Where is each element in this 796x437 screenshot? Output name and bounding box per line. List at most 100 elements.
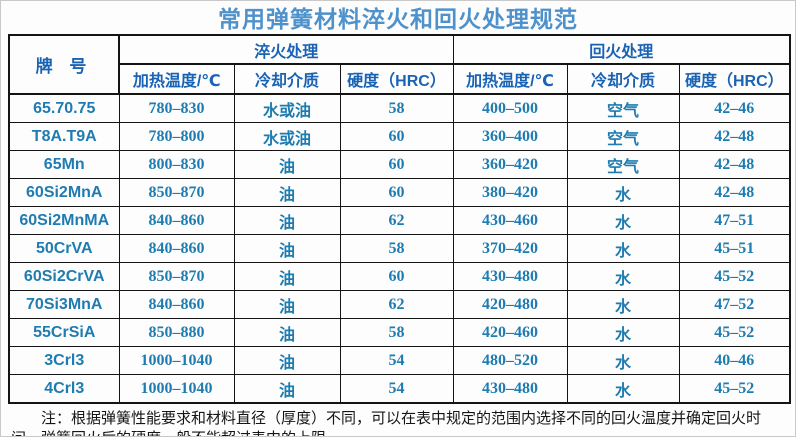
temper-medium-cell: 水 (566, 234, 680, 263)
quench-temp-cell: 840–860 (118, 234, 235, 263)
grade-cell: 3Crl3 (8, 346, 120, 375)
quench-medium-cell: 油 (233, 234, 341, 263)
quench-temp-cell: 850–870 (118, 178, 235, 207)
page-title: 常用弹簧材料淬火和回火处理规范 (218, 6, 578, 32)
quench-temp-cell: 1000–1040 (118, 374, 235, 404)
quench-hardness-cell: 60 (339, 122, 454, 151)
temper-temp-cell: 360–420 (452, 150, 568, 179)
sub-header-temper-temp: 加热温度/℃ (452, 63, 568, 95)
table-row: 65Mn 800–830 油 60 360–420 空气 42–48 (8, 150, 791, 179)
sub-header-quench-hardness: 硬度（HRC） (339, 63, 454, 95)
table-row: 60Si2CrVA 850–870 油 60 430–480 水 45–52 (8, 262, 791, 291)
table-row: 65.70.75 780–830 水或油 58 400–500 空气 42–46 (8, 93, 791, 123)
temper-medium-cell: 空气 (566, 93, 680, 123)
quench-temp-cell: 840–860 (118, 290, 235, 319)
temper-medium-cell: 水 (566, 346, 680, 375)
sub-header-row: 加热温度/℃ 冷却介质 硬度（HRC） 加热温度/℃ 冷却介质 硬度（HRC） (9, 63, 791, 95)
quench-medium-cell: 油 (233, 206, 341, 235)
temper-temp-cell: 380–420 (452, 178, 568, 207)
temper-temp-cell: 400–500 (452, 93, 568, 123)
quench-hardness-cell: 58 (339, 93, 454, 123)
quench-medium-cell: 水或油 (233, 122, 341, 151)
temper-temp-cell: 420–480 (452, 290, 568, 319)
quench-temp-cell: 850–880 (118, 318, 235, 347)
quench-temp-cell: 780–830 (118, 93, 235, 123)
temper-medium-cell: 空气 (566, 122, 680, 151)
quench-medium-cell: 油 (233, 374, 341, 404)
quench-temp-cell: 800–830 (118, 150, 235, 179)
quench-medium-cell: 油 (233, 346, 341, 375)
grade-cell: 60Si2MnMA (8, 206, 120, 235)
temper-hardness-cell: 42–48 (678, 150, 791, 179)
grade-cell: 4Crl3 (8, 374, 120, 404)
quench-hardness-cell: 60 (339, 178, 454, 207)
sub-header-quench-medium: 冷却介质 (233, 63, 341, 95)
temper-hardness-cell: 42–48 (678, 122, 791, 151)
quench-hardness-cell: 54 (339, 346, 454, 375)
table-row: T8A.T9A 780–800 水或油 60 360–400 空气 42–48 (8, 122, 791, 151)
grade-cell: 50CrVA (8, 234, 120, 263)
temper-medium-cell: 水 (566, 178, 680, 207)
temper-hardness-cell: 45–52 (678, 318, 791, 347)
sub-header-temper-medium: 冷却介质 (566, 63, 680, 95)
table-row: 50CrVA 840–860 油 58 370–420 水 45–51 (8, 234, 791, 263)
temper-hardness-cell: 45–51 (678, 234, 791, 263)
footnote: 注：根据弹簧性能要求和材料直径（厚度）不同，可以在表中规定的范围内选择不同的回火… (11, 410, 762, 436)
grade-cell: 65Mn (8, 150, 120, 179)
temper-temp-cell: 430–480 (452, 374, 568, 404)
grade-cell: 65.70.75 (8, 93, 120, 123)
temper-medium-cell: 水 (566, 262, 680, 291)
temper-temp-cell: 480–520 (452, 346, 568, 375)
table-row: 4Crl3 1000–1040 油 54 430–480 水 45–52 (8, 374, 791, 404)
table-row: 60Si2MnA 850–870 油 60 380–420 水 42–48 (8, 178, 791, 207)
temper-temp-cell: 430–480 (452, 262, 568, 291)
grade-cell: 55CrSiA (8, 318, 120, 347)
temper-medium-cell: 水 (566, 318, 680, 347)
sub-header-temper-hardness: 硬度（HRC） (678, 63, 791, 95)
quench-medium-cell: 油 (233, 318, 341, 347)
spec-table: 牌 号 淬火处理 回火处理 加热温度/℃ 冷却介质 硬度（HRC） 加热温度/℃… (8, 34, 792, 404)
quench-hardness-cell: 60 (339, 262, 454, 291)
table-row: 55CrSiA 850–880 油 58 420–460 水 45–52 (8, 318, 791, 347)
quench-medium-cell: 油 (233, 178, 341, 207)
temper-hardness-cell: 42–48 (678, 178, 791, 207)
temper-temp-cell: 370–420 (452, 234, 568, 263)
grade-cell: 60Si2MnA (8, 178, 120, 207)
quench-hardness-cell: 60 (339, 150, 454, 179)
temper-temp-cell: 360–400 (452, 122, 568, 151)
quench-hardness-cell: 62 (339, 206, 454, 235)
temper-temp-cell: 430–460 (452, 206, 568, 235)
quench-temp-cell: 850–870 (118, 262, 235, 291)
grade-cell: 70Si3MnA (8, 290, 120, 319)
quench-hardness-cell: 54 (339, 374, 454, 404)
table-row: 60Si2MnMA 840–860 油 62 430–460 水 47–51 (8, 206, 791, 235)
table-body: 65.70.75 780–830 水或油 58 400–500 空气 42–46 T8A.T9… (8, 93, 791, 404)
quench-temp-cell: 780–800 (118, 122, 235, 151)
temper-hardness-cell: 42–46 (678, 93, 791, 123)
table-row: 3Crl3 1000–1040 油 54 480–520 水 40–46 (8, 346, 791, 375)
grade-cell: 60Si2CrVA (8, 262, 120, 291)
group-header-row: 牌 号 淬火处理 回火处理 (8, 34, 791, 95)
grade-header-cell: 牌 号 (8, 34, 120, 95)
temper-medium-cell: 空气 (566, 150, 680, 179)
quench-hardness-cell: 58 (339, 234, 454, 263)
temper-hardness-cell: 40–46 (678, 346, 791, 375)
quench-medium-cell: 油 (233, 262, 341, 291)
temper-group-header: 回火处理 (452, 34, 791, 65)
temper-medium-cell: 水 (566, 374, 680, 404)
grade-cell: T8A.T9A (8, 122, 120, 151)
temper-hardness-cell: 47–52 (678, 290, 791, 319)
quench-temp-cell: 840–860 (118, 206, 235, 235)
quench-medium-cell: 油 (233, 150, 341, 179)
temper-hardness-cell: 45–52 (678, 374, 791, 404)
quench-medium-cell: 油 (233, 290, 341, 319)
quench-group-header: 淬火处理 (118, 34, 454, 65)
temper-hardness-cell: 45–52 (678, 262, 791, 291)
table-header: 牌 号 淬火处理 回火处理 加热温度/℃ 冷却介质 硬度（HRC） 加热温度/℃… (8, 34, 791, 95)
quench-medium-cell: 水或油 (233, 93, 341, 123)
table-row: 70Si3MnA 840–860 油 62 420–480 水 47–52 (8, 290, 791, 319)
temper-temp-cell: 420–460 (452, 318, 568, 347)
quench-hardness-cell: 58 (339, 318, 454, 347)
quench-hardness-cell: 62 (339, 290, 454, 319)
